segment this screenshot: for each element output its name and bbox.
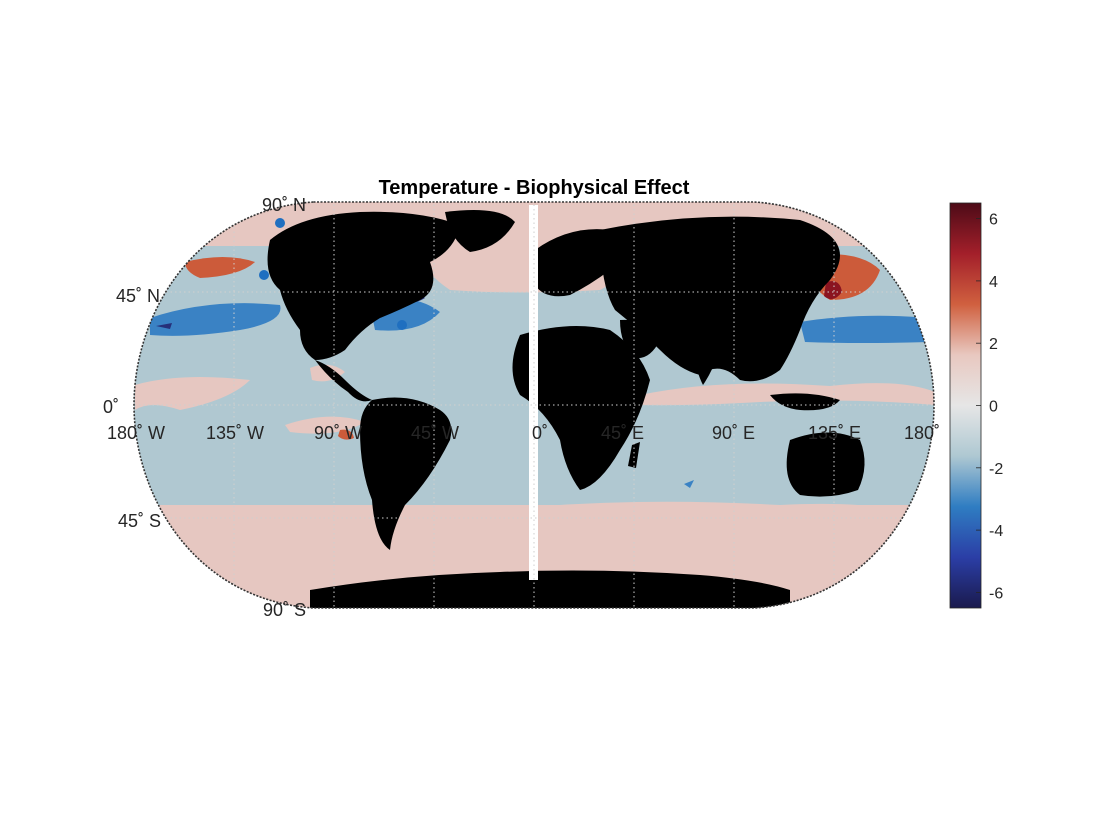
- patch-warm-pacific: [135, 376, 250, 410]
- band-southern-edge: [150, 501, 930, 540]
- lon-label-180: 180˚: [904, 423, 940, 443]
- lat-label-90s: 90˚ S: [263, 600, 306, 620]
- patch-hot-east-pacific: [338, 429, 354, 440]
- colorbar: 6 4 2 0 -2 -4 -6: [949, 202, 1003, 609]
- patch-cold-kuroshio: [800, 315, 930, 343]
- land-australia: [786, 432, 865, 497]
- land-europe: [530, 229, 618, 297]
- colorbar-tick-label: 0: [989, 399, 998, 416]
- chart-title: Temperature - Biophysical Effect: [379, 177, 690, 199]
- land-central-america: [315, 360, 372, 402]
- land-greenland: [445, 209, 515, 252]
- colorbar-tick-label: -4: [989, 523, 1003, 540]
- land-asia: [600, 216, 840, 382]
- colorbar-tick-label: 2: [989, 336, 998, 353]
- land-arabia: [620, 319, 660, 359]
- land-antarctica: [310, 570, 790, 608]
- colorbar-tick-label: -2: [989, 461, 1003, 478]
- lon-label-0: 0˚: [532, 423, 548, 443]
- colorbar-scale: [949, 202, 982, 609]
- lat-label-45s: 45˚ S: [118, 511, 161, 531]
- land-india: [690, 335, 720, 385]
- patch-extreme-hot-japan: [824, 281, 842, 300]
- patch-cold-indian: [684, 480, 694, 488]
- lon-label-135w: 135˚ W: [206, 423, 264, 443]
- land-south-america: [360, 397, 452, 550]
- colorbar-ticks: 6 4 2 0 -2 -4 -6: [976, 212, 1003, 602]
- globe-outline: [133, 201, 935, 609]
- colorbar-tick-label: -6: [989, 585, 1003, 602]
- lon-label-135e: 135˚ E: [808, 423, 861, 443]
- patch-cold-north-pacific: [150, 303, 281, 336]
- lon-label-45w: 45˚ W: [411, 423, 459, 443]
- land-madagascar: [628, 442, 640, 468]
- lon-label-180w: 180˚ W: [107, 423, 165, 443]
- graticule: [134, 202, 934, 608]
- patch-warm-peru: [285, 416, 365, 434]
- marker-point: [275, 218, 285, 228]
- patch-hot-gulf-alaska: [185, 257, 255, 278]
- lat-label-45n: 45˚ N: [116, 286, 160, 306]
- lon-label-90w: 90˚ W: [314, 423, 362, 443]
- colorbar-tick-label: 4: [989, 274, 998, 291]
- patch-extreme-cold-pacific: [156, 323, 172, 329]
- marker-point: [397, 320, 407, 330]
- lat-label-0: 0˚: [103, 397, 119, 417]
- marker-point: [259, 270, 269, 280]
- land-maritime-asia: [770, 393, 840, 411]
- map-area: [134, 202, 934, 608]
- lat-label-90n: 90˚ N: [262, 195, 306, 215]
- land-north-america: [267, 211, 460, 360]
- land-africa: [512, 326, 650, 490]
- land-masses: [267, 209, 865, 608]
- lon-label-90e: 90˚ E: [712, 423, 755, 443]
- prime-meridian-gap: [529, 205, 538, 580]
- lon-label-45e: 45˚ E: [601, 423, 644, 443]
- colorbar-tick-label: 6: [989, 212, 998, 229]
